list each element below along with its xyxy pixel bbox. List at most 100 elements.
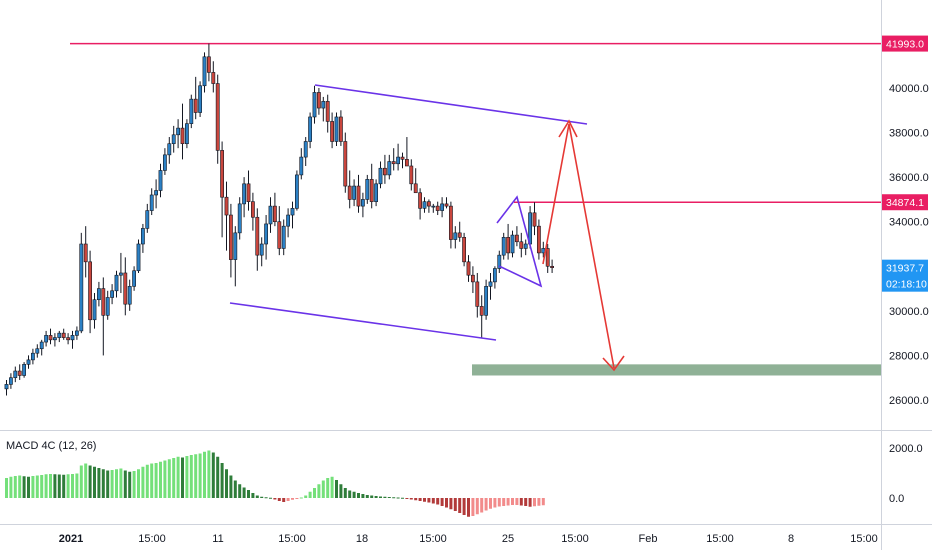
candle (4, 379, 9, 396)
macd-bar (172, 458, 176, 498)
macd-bar (260, 496, 264, 498)
macd-bar (238, 484, 242, 498)
candle (185, 119, 189, 149)
candle-body (382, 167, 387, 176)
candle (224, 181, 229, 251)
macd-bar (440, 498, 444, 506)
macd-bar (299, 497, 303, 499)
candle (352, 179, 357, 207)
candle (466, 255, 471, 282)
candle (123, 257, 128, 316)
time-axis-labels: 2021 15:00 11 15:00 18 15:00 25 15:00 Feb 15:00 8 1… (59, 533, 878, 545)
candle (330, 112, 335, 149)
macd-bar (273, 498, 277, 500)
macd-bar (119, 468, 123, 498)
macd-bar (167, 459, 171, 498)
candle (550, 259, 555, 273)
macd-bar (123, 470, 127, 498)
candle (193, 76, 198, 120)
candle-body (321, 101, 326, 109)
macd-bar (225, 469, 228, 498)
candle-body (294, 174, 299, 209)
macd-bar (27, 476, 30, 498)
candle (114, 270, 119, 298)
candle (536, 219, 541, 260)
candle-body (242, 183, 247, 205)
candle-body (88, 261, 93, 321)
macd-bar (493, 498, 497, 508)
candle-body (356, 185, 361, 207)
macd-bar (436, 498, 440, 505)
macd-bar (194, 454, 198, 498)
candle-body (35, 348, 40, 354)
candle-body (149, 194, 154, 211)
macd-bar (110, 470, 114, 498)
macd-label: MACD 4C (12, 26) (6, 440, 96, 452)
candle (418, 188, 423, 220)
candle-body (255, 216, 260, 256)
macd-bar (458, 498, 462, 513)
candle-body (97, 288, 101, 301)
macd-bar (453, 498, 457, 511)
candle-body (176, 127, 181, 136)
macd-tick-label: 2000.0 (889, 443, 923, 455)
candle (48, 328, 53, 345)
macd-bar (88, 465, 92, 498)
candle (409, 159, 414, 191)
macd-bar (335, 480, 338, 498)
macd-bar (445, 498, 448, 508)
candle-body (470, 274, 475, 283)
candle (387, 154, 392, 180)
macd-bar (326, 478, 330, 498)
time-tick-label: Feb (639, 533, 658, 545)
candle (259, 237, 264, 267)
candle-body (404, 159, 409, 167)
candle-body (57, 332, 62, 338)
candle-body (360, 199, 365, 207)
candle (532, 202, 537, 236)
macd-bar (31, 476, 35, 498)
macd-bar (269, 497, 272, 499)
candle (215, 74, 220, 164)
candle (52, 333, 57, 347)
time-tick-label: 8 (788, 533, 794, 545)
projection-path (542, 123, 615, 369)
candle-body (158, 170, 163, 191)
macd-bar (5, 478, 8, 498)
candle-body (316, 92, 321, 109)
candle-body (369, 179, 374, 202)
target-zone-layer (472, 364, 881, 376)
price-tick-label: 28000.0 (889, 350, 929, 362)
candle-body (440, 203, 445, 211)
candle (132, 266, 137, 291)
candle (431, 203, 436, 213)
level-price-tag: 41993.0 (886, 39, 924, 51)
candle (492, 266, 497, 289)
macd-bar (9, 476, 13, 498)
level-price-tag-bg (882, 35, 928, 52)
candle-body (418, 192, 423, 209)
macd-bar (189, 455, 193, 498)
macd-bar (291, 498, 294, 500)
macd-bar (49, 474, 52, 498)
candle (356, 174, 361, 213)
candle (44, 330, 49, 347)
candle-body (101, 288, 106, 316)
macd-bar (141, 466, 145, 498)
macd-bar (145, 464, 149, 498)
macd-bar (343, 488, 347, 498)
candle-body (387, 161, 392, 176)
macd-bar (137, 469, 140, 498)
candle (242, 177, 247, 218)
candle (149, 188, 154, 216)
candle (233, 226, 238, 287)
candle-body (163, 154, 167, 171)
candle-body (475, 281, 480, 307)
candle (163, 148, 167, 175)
candle (338, 110, 343, 146)
candle-body (4, 384, 9, 390)
candle-body (39, 341, 44, 350)
candle-body (272, 205, 277, 223)
last-price-tag-bg (882, 259, 928, 292)
